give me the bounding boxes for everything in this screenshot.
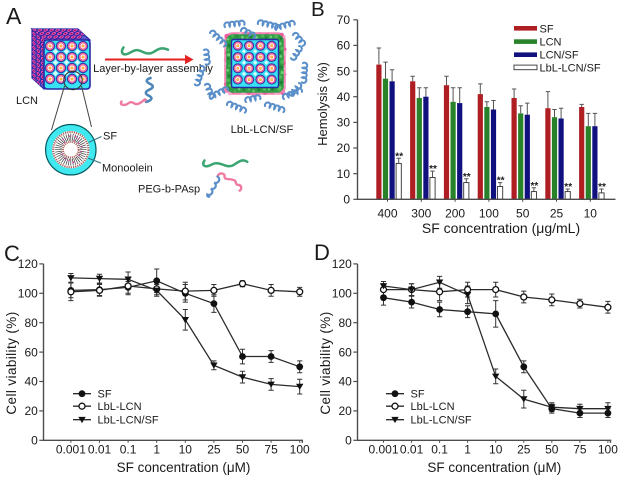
svg-text:Layer-by-layer assembly: Layer-by-layer assembly — [93, 63, 213, 75]
svg-text:0.01: 0.01 — [88, 442, 112, 456]
svg-text:40: 40 — [337, 90, 351, 104]
svg-text:PEG-b-PAsp: PEG-b-PAsp — [138, 184, 200, 196]
svg-text:0: 0 — [345, 434, 352, 448]
svg-text:100: 100 — [479, 206, 499, 220]
svg-text:0.01: 0.01 — [400, 442, 424, 456]
svg-text:1: 1 — [153, 442, 160, 456]
svg-text:100: 100 — [18, 287, 38, 301]
svg-text:25: 25 — [517, 442, 531, 456]
svg-text:400: 400 — [377, 206, 397, 220]
svg-text:100: 100 — [332, 287, 352, 301]
svg-text:0.001: 0.001 — [368, 442, 398, 456]
svg-text:0: 0 — [343, 193, 350, 207]
svg-text:1: 1 — [464, 442, 471, 456]
svg-text:SF: SF — [411, 389, 425, 401]
svg-text:60: 60 — [338, 345, 352, 359]
svg-text:B: B — [311, 0, 325, 21]
svg-text:80: 80 — [338, 316, 352, 330]
svg-text:SF concentration (μM): SF concentration (μM) — [427, 460, 561, 475]
svg-text:0: 0 — [31, 434, 38, 448]
svg-text:10: 10 — [584, 206, 598, 220]
svg-text:60: 60 — [24, 345, 38, 359]
svg-text:LCN: LCN — [16, 95, 38, 107]
svg-text:0.001: 0.001 — [56, 442, 86, 456]
svg-text:**: ** — [463, 172, 471, 183]
svg-text:120: 120 — [18, 257, 38, 271]
svg-text:30: 30 — [337, 116, 351, 130]
svg-text:LCN/SF: LCN/SF — [540, 50, 579, 62]
svg-text:SF concentration (μM): SF concentration (μM) — [117, 460, 251, 475]
svg-text:100: 100 — [290, 442, 310, 456]
svg-text:D: D — [314, 240, 330, 265]
svg-text:**: ** — [531, 181, 539, 192]
svg-text:0.1: 0.1 — [120, 442, 137, 456]
svg-text:25: 25 — [550, 206, 564, 220]
svg-text:**: ** — [429, 164, 437, 175]
svg-text:20: 20 — [337, 141, 351, 155]
svg-text:0.1: 0.1 — [431, 442, 448, 456]
svg-text:SF: SF — [98, 389, 112, 401]
svg-text:200: 200 — [445, 206, 465, 220]
svg-text:LbL-LCN/SF: LbL-LCN/SF — [540, 62, 601, 74]
svg-text:A: A — [6, 3, 22, 29]
svg-text:**: ** — [395, 151, 403, 162]
svg-text:10: 10 — [337, 167, 351, 181]
svg-text:C: C — [4, 241, 20, 266]
svg-text:50: 50 — [236, 442, 250, 456]
svg-text:60: 60 — [337, 39, 351, 53]
svg-text:Hemolysis (%): Hemolysis (%) — [315, 62, 330, 146]
svg-text:50: 50 — [545, 442, 559, 456]
svg-text:10: 10 — [179, 442, 193, 456]
svg-text:75: 75 — [573, 442, 587, 456]
svg-text:70: 70 — [337, 13, 351, 27]
svg-text:Cell viability (%): Cell viability (%) — [318, 311, 333, 414]
svg-text:75: 75 — [264, 442, 278, 456]
svg-text:50: 50 — [516, 206, 530, 220]
svg-text:120: 120 — [332, 257, 352, 271]
svg-text:**: ** — [564, 182, 572, 193]
svg-text:10: 10 — [489, 442, 503, 456]
svg-text:LbL-LCN/SF: LbL-LCN/SF — [411, 415, 472, 427]
svg-text:**: ** — [497, 176, 505, 187]
svg-text:LbL-LCN/SF: LbL-LCN/SF — [231, 124, 294, 136]
svg-text:SF concentration (μg/mL): SF concentration (μg/mL) — [422, 220, 580, 236]
svg-text:100: 100 — [598, 442, 618, 456]
svg-text:SF: SF — [103, 131, 117, 143]
svg-text:40: 40 — [24, 375, 38, 389]
svg-text:80: 80 — [24, 316, 38, 330]
svg-text:LbL-LCN: LbL-LCN — [98, 401, 142, 413]
svg-text:**: ** — [598, 182, 606, 193]
svg-text:40: 40 — [338, 375, 352, 389]
svg-text:Monoolein: Monoolein — [102, 163, 153, 175]
svg-text:20: 20 — [24, 404, 38, 418]
svg-text:300: 300 — [411, 206, 431, 220]
svg-text:SF: SF — [540, 23, 554, 35]
svg-text:LCN: LCN — [540, 37, 562, 49]
svg-text:Cell viability (%): Cell viability (%) — [4, 311, 19, 414]
svg-text:LbL-LCN: LbL-LCN — [411, 401, 455, 413]
svg-text:50: 50 — [337, 64, 351, 78]
svg-text:25: 25 — [207, 442, 221, 456]
svg-text:LbL-LCN/SF: LbL-LCN/SF — [98, 415, 159, 427]
svg-text:20: 20 — [338, 404, 352, 418]
